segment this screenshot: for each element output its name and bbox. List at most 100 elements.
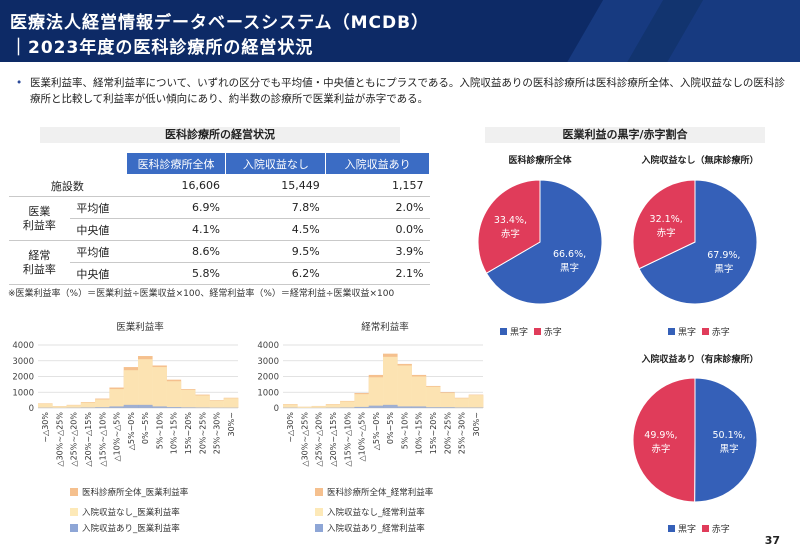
x-tick-label: △30%~△25%: [300, 412, 309, 467]
histogram-bar: [180, 407, 196, 408]
x-tick-label: △15%~△10%: [343, 412, 352, 467]
legend-item: 入院収益なし_医業利益率: [70, 506, 180, 518]
table-header-row: 医科診療所全体 入院収益なし 入院収益あり: [8, 152, 430, 175]
histogram-bar: [297, 406, 312, 408]
table-cell: 5.8%: [126, 262, 226, 285]
histogram-ordinary-profit: 0 1000 2000 3000 4000 ~△30% △30%~△25% △25%~△20%…: [257, 341, 484, 467]
histogram-bar: [383, 404, 398, 408]
pie-value-label: 33.4%,: [494, 215, 527, 226]
pie-category-label: 赤字: [501, 228, 520, 240]
legend-item: 医科診療所全体_医業利益率: [70, 486, 188, 498]
histogram-bar: [397, 406, 412, 408]
legend-item: 入院収益なし_経常利益率: [315, 506, 425, 518]
row-label: 平均値: [70, 240, 127, 263]
x-tick-label: △20%~△15%: [84, 412, 93, 467]
x-tick-label: 10%~15%: [415, 412, 424, 455]
x-tick-label: 5%~10%: [400, 412, 409, 450]
bullet-icon: •: [16, 77, 23, 89]
table-cell: 4.5%: [225, 218, 326, 241]
pie-title-hosp: 入院収益あり（有床診療所）: [641, 355, 759, 365]
row-label: 平均値: [70, 196, 127, 219]
table-cell: 9.5%: [225, 240, 326, 263]
x-tick-label: △10%~△5%: [113, 412, 122, 462]
pie-slice: [632, 179, 696, 270]
histogram-bar: [195, 395, 210, 408]
histogram-bar: [368, 405, 384, 408]
histogram-bar: [152, 406, 167, 408]
pie-category-label: 赤字: [651, 443, 670, 455]
histogram-bar: [180, 389, 196, 408]
histogram-bar: [311, 406, 327, 408]
histogram-bar: [223, 398, 239, 408]
summary-text: • 医業利益率、経常利益率について、いずれの区分でも平均値・中央値ともにプラスで…: [16, 75, 785, 109]
table-row: 医業 利益率 平均値 6.9% 7.8% 2.0%: [8, 196, 430, 241]
x-tick-label: 0%~5%: [141, 412, 150, 444]
histogram-bar: [95, 407, 110, 408]
x-tick-label: 5%~10%: [155, 412, 164, 450]
histogram-bar: [325, 404, 341, 408]
summary-body: 医業利益率、経常利益率について、いずれの区分でも平均値・中央値ともにプラスである…: [30, 77, 785, 105]
column-header: 入院収益あり: [325, 152, 430, 175]
histogram-bar: [411, 406, 427, 408]
x-tick-label: △30%~△25%: [55, 412, 64, 467]
pie-title-nohosp: 入院収益なし（無床診療所）: [641, 156, 759, 166]
x-tick-label: △25%~△20%: [315, 412, 324, 467]
x-tick-label: △5%~0%: [372, 412, 381, 451]
table-cell: 2.1%: [325, 262, 430, 285]
table-row: 施設数 16,606 15,449 1,157: [8, 174, 430, 197]
histogram-bar: [468, 395, 484, 408]
table-cell: 6.9%: [126, 196, 226, 219]
pie-category-label: 黒字: [720, 443, 739, 455]
column-header: 医科診療所全体: [125, 152, 227, 175]
histogram-bar: [283, 404, 298, 408]
row-label: 中央値: [70, 218, 127, 241]
group-label: 経常 利益率: [8, 240, 71, 285]
table-cell: 6.2%: [225, 262, 326, 285]
histogram-bar: [166, 381, 182, 408]
table-cell: 0.0%: [325, 218, 430, 241]
histogram-bar: [354, 394, 370, 408]
x-tick-label: 10%~15%: [170, 412, 179, 455]
group-label: 医業 利益率: [8, 196, 71, 241]
table-row: 中央値 4.1% 4.5% 0.0%: [9, 218, 430, 241]
page-number: 37: [764, 534, 780, 547]
table-cell: 1,157: [325, 174, 430, 197]
histogram-bar: [411, 376, 427, 408]
chart-title-medical: 医業利益率: [116, 322, 164, 333]
y-tick-label: 0: [29, 404, 34, 414]
y-tick-label: 4000: [12, 341, 34, 351]
table-row: 経常 利益率 平均値 8.6% 9.5% 3.9%: [8, 240, 430, 285]
legend-item: 入院収益あり_経常利益率: [315, 522, 425, 534]
y-tick-label: 1000: [257, 388, 279, 398]
page-title-line1: 医療法人経営情報データベースシステム（MCDB）: [10, 13, 430, 33]
histogram-bar: [109, 389, 125, 408]
y-tick-label: 3000: [12, 357, 34, 367]
histogram-bar: [38, 403, 53, 408]
histogram-bar: [440, 393, 455, 408]
pie-value-label: 49.9%,: [644, 430, 677, 441]
pie-slice: [477, 179, 541, 274]
x-tick-label: △5%~0%: [127, 412, 136, 451]
y-tick-label: 4000: [257, 341, 279, 351]
histogram-bar: [425, 386, 441, 408]
histogram-bar: [425, 407, 441, 408]
histogram-bar: [52, 406, 67, 408]
pie-value-label: 67.9%,: [707, 250, 740, 261]
pie-title-all: 医科診療所全体: [508, 156, 572, 166]
x-tick-label: ~△30%: [41, 412, 50, 443]
table-cell: 16,606: [126, 174, 226, 197]
column-header: 入院収益なし: [225, 152, 327, 175]
histogram-bar: [354, 406, 370, 408]
histogram-bar: [152, 367, 167, 408]
histogram-bar: [123, 404, 139, 408]
y-tick-label: 3000: [257, 357, 279, 367]
table-cell: 15,449: [225, 174, 326, 197]
pie-chart-hosp: 50.1%, 黒字 49.9%, 赤字: [632, 377, 758, 503]
pie-section-title: 医業利益の黒字/赤字割合: [485, 127, 765, 143]
chart-title-ordinary: 経常利益率: [361, 322, 409, 333]
table-cell: 4.1%: [126, 218, 226, 241]
pie-value-label: 50.1%,: [712, 430, 745, 441]
histogram-bar: [397, 365, 412, 408]
formula-note: ※医業利益率（%）＝医業利益÷医業収益×100、経常利益率（%）＝経常利益÷医業…: [8, 289, 395, 299]
x-tick-label: 15%~20%: [184, 412, 193, 455]
